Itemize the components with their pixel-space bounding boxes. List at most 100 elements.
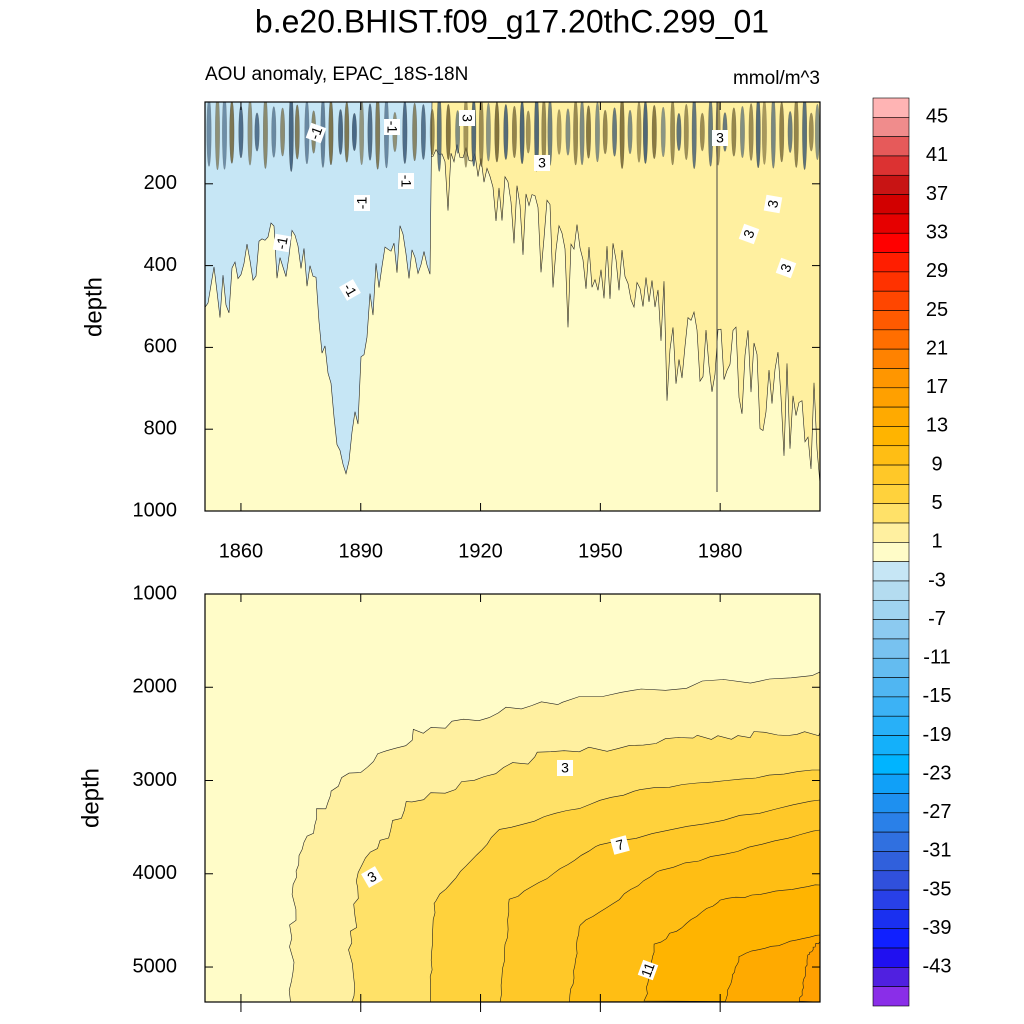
y-tick-label: 600 <box>144 336 177 358</box>
y-tick-label: 4000 <box>133 862 178 884</box>
contour-core <box>762 102 767 165</box>
contour-core <box>503 104 509 160</box>
colorbar-label: 29 <box>926 260 948 282</box>
contour-core <box>294 104 300 160</box>
colorbar-box <box>872 696 910 717</box>
contour-core <box>519 102 525 165</box>
colorbar-box <box>872 232 910 253</box>
contour-field <box>205 102 820 511</box>
colorbar-box <box>872 387 910 408</box>
contour-core <box>486 102 491 162</box>
colorbar-box <box>872 793 910 814</box>
colorbar-label: 41 <box>926 144 948 166</box>
contour-core <box>254 112 260 152</box>
colorbar-label: -43 <box>923 956 952 978</box>
colorbar-box <box>872 580 910 601</box>
contour-core <box>770 102 776 169</box>
colorbar-label: 17 <box>926 376 948 398</box>
contour-label-box <box>763 194 783 214</box>
colorbar-box <box>872 638 910 659</box>
contour-label-group: -1 <box>339 279 361 301</box>
contour-core <box>429 108 435 156</box>
contour-label: 11 <box>638 960 658 979</box>
colorbar-label: 21 <box>926 337 948 359</box>
contour-label: 3 <box>716 130 724 146</box>
contour-core <box>691 102 697 169</box>
contour-label-group: 3 <box>712 130 728 146</box>
colorbar-label: 25 <box>926 299 948 321</box>
contour-core <box>436 102 442 172</box>
colorbar-label: -3 <box>928 569 946 591</box>
colorbar-box <box>872 155 910 176</box>
contour-label-box <box>398 173 414 189</box>
colorbar-box <box>872 812 910 833</box>
colorbar-box <box>872 657 910 678</box>
contour-label-group: -1 <box>305 122 327 144</box>
colorbar-box <box>872 909 910 930</box>
contour-label-box <box>534 155 550 171</box>
colorbar-box <box>872 503 910 524</box>
contour-core <box>748 103 754 161</box>
y-tick-label: 2000 <box>133 676 178 698</box>
colorbar-box <box>872 831 910 852</box>
x-tick-label: 1980 <box>698 540 743 562</box>
colorbar-label: -15 <box>923 685 952 707</box>
colorbar-box <box>872 715 910 736</box>
colorbar-box <box>872 870 910 891</box>
plot-frame <box>204 593 821 1003</box>
contour-label: -1 <box>398 175 414 188</box>
contour-label-group: -1 <box>354 195 370 211</box>
contour-label-group: 11 <box>638 959 659 981</box>
colorbar-label: 1 <box>931 531 942 553</box>
contour-field <box>205 594 820 1002</box>
colorbar-box <box>872 174 910 195</box>
contour-core <box>494 102 500 163</box>
y-tick-label: 1000 <box>133 499 178 521</box>
colorbar-box <box>872 522 910 543</box>
contour-core <box>586 105 591 159</box>
colorbar-box <box>872 542 910 562</box>
colorbar-label: 13 <box>926 415 948 437</box>
contour-core <box>676 113 682 151</box>
contour-label: 3 <box>561 760 569 776</box>
contour-label: -1 <box>306 124 325 141</box>
contour-core <box>573 102 578 166</box>
plot-frame <box>204 101 821 512</box>
contour-core <box>222 102 227 170</box>
colorbar-box <box>872 252 910 273</box>
colorbar-box <box>872 136 910 157</box>
contour-label-box <box>557 760 573 776</box>
contour-label-box <box>738 223 760 245</box>
contour-band <box>798 940 820 1002</box>
contour-core <box>344 102 350 163</box>
colorbar-box <box>872 445 910 466</box>
contour-core <box>288 102 294 172</box>
contour-core <box>636 102 642 163</box>
colorbar-label: -39 <box>923 917 952 939</box>
colorbar-label: 9 <box>931 453 942 475</box>
contour-label-box <box>384 119 400 135</box>
contour-core <box>271 106 277 158</box>
contour-core <box>627 109 633 155</box>
contour-core <box>412 102 418 162</box>
colorbar-label: -19 <box>923 724 952 746</box>
contour-label: -1 <box>273 235 291 250</box>
contour-core <box>471 102 477 167</box>
contour-core <box>602 109 608 155</box>
contour-band <box>205 102 433 475</box>
colorbar-label: -35 <box>923 878 952 900</box>
colorbar-box <box>872 561 910 582</box>
contour-label-group: 3 <box>775 257 797 279</box>
colorbar-box <box>872 213 910 234</box>
contour-core <box>787 111 793 153</box>
colorbar-box <box>872 117 910 137</box>
colorbar-box <box>872 851 910 872</box>
contour-label-group: -1 <box>398 173 414 189</box>
contour-core <box>740 106 745 158</box>
contour-label-group: -1 <box>272 233 292 253</box>
contour-core <box>338 109 343 155</box>
x-tick-label: 1890 <box>338 540 383 562</box>
colorbar-box <box>872 271 910 292</box>
contour-label: 3 <box>459 114 475 122</box>
contour-core <box>612 107 617 157</box>
